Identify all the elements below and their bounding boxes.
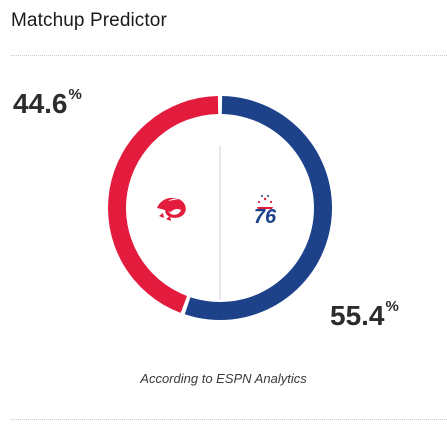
away-pct-symbol: % (68, 86, 82, 103)
page-title: Matchup Predictor (11, 10, 167, 31)
away-win-probability: 44.6% (13, 87, 82, 119)
away-pct-value: 44.6 (13, 88, 68, 119)
footer-divider (11, 419, 447, 420)
home-pct-value: 55.4 (330, 300, 385, 331)
raptors-logo-icon (157, 197, 186, 221)
76ers-logo-text: 76 (254, 206, 277, 228)
home-win-probability: 55.4% (330, 299, 399, 331)
76ers-logo-icon: 76 (254, 195, 277, 228)
win-probability-donut-chart: 76 (107, 96, 332, 321)
donut-arcs (107, 96, 332, 321)
away-probability-arc (107, 96, 219, 313)
header-divider (11, 55, 447, 56)
home-pct-symbol: % (385, 298, 399, 315)
analytics-caption: According to ESPN Analytics (140, 371, 307, 386)
